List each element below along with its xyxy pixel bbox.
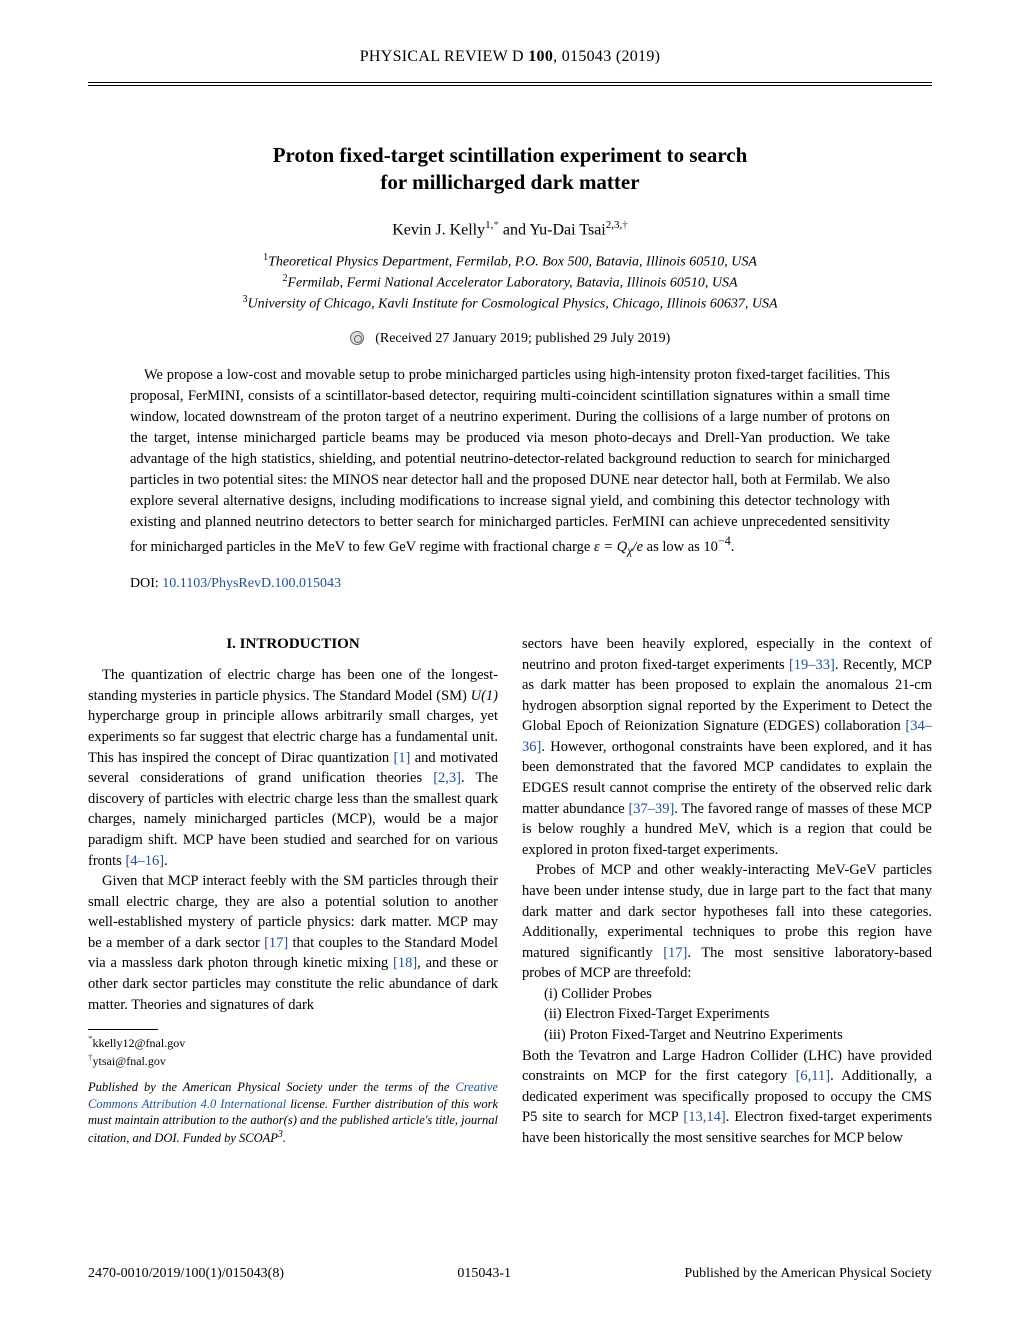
affil-text: Theoretical Physics Department, Fermilab… [268, 255, 757, 270]
doi-label: DOI: [130, 576, 162, 591]
paragraph: sectors have been heavily explored, espe… [522, 634, 932, 860]
author-separator: and [499, 221, 530, 238]
list-item: (ii) Electron Fixed-Target Experiments [522, 1004, 932, 1025]
math-sup: −4 [718, 534, 731, 548]
citation-link[interactable]: [4–16] [125, 853, 164, 869]
body-text: The quantization of electric charge has … [88, 667, 498, 704]
journal-volume: 100 [528, 48, 553, 65]
doi-line: DOI: 10.1103/PhysRevD.100.015043 [130, 576, 890, 592]
affiliations: 1Theoretical Physics Department, Fermila… [88, 251, 932, 315]
abstract: We propose a low-cost and movable setup … [130, 365, 890, 560]
footer-right: Published by the American Physical Socie… [684, 1266, 932, 1282]
abstract-text: We propose a low-cost and movable setup … [130, 367, 890, 555]
math: ε = Q [594, 539, 627, 555]
body-columns: I. INTRODUCTION The quantization of elec… [88, 634, 932, 1148]
abstract-text: . [731, 539, 735, 555]
footnote-email: ytsai@fnal.gov [93, 1054, 166, 1068]
title-line2: for millicharged dark matter [380, 170, 639, 194]
title-line1: Proton fixed-target scintillation experi… [273, 143, 748, 167]
footnote-separator [88, 1029, 158, 1030]
paragraph: The quantization of electric charge has … [88, 665, 498, 871]
page-footer: 2470-0010/2019/100(1)/015043(8) 015043-1… [88, 1266, 932, 1282]
citation-link[interactable]: [17] [264, 935, 288, 951]
paragraph: Probes of MCP and other weakly-interacti… [522, 860, 932, 983]
list-item: (iii) Proton Fixed-Target and Neutrino E… [522, 1025, 932, 1046]
author-affil-ref: 2,3, [606, 219, 623, 231]
citation-link[interactable]: [17] [663, 945, 687, 961]
footnote: †ytsai@fnal.gov [88, 1052, 498, 1070]
citation-link[interactable]: [18] [393, 955, 417, 971]
divider [88, 82, 932, 83]
paragraph: Both the Tevatron and Large Hadron Colli… [522, 1046, 932, 1149]
citation-link[interactable]: [1] [393, 750, 410, 766]
section-heading: I. INTRODUCTION [88, 634, 498, 655]
footnote-ref[interactable]: † [622, 219, 628, 231]
affil-text: University of Chicago, Kavli Institute f… [247, 297, 777, 312]
paper-title: Proton fixed-target scintillation experi… [88, 142, 932, 197]
journal-name: PHYSICAL REVIEW D [360, 48, 524, 65]
citation-link[interactable]: [37–39] [628, 801, 674, 817]
author-name: Kevin J. Kelly [392, 221, 485, 238]
footnote: *kkelly12@fnal.gov [88, 1034, 498, 1052]
journal-article: 015043 (2019) [562, 48, 661, 65]
license-part: . [283, 1131, 286, 1145]
author-name: Yu-Dai Tsai [529, 221, 605, 238]
journal-header: PHYSICAL REVIEW D 100, 015043 (2019) [88, 48, 932, 66]
affil-text: Fermilab, Fermi National Accelerator Lab… [287, 276, 737, 291]
received-text: (Received 27 January 2019; published 29 … [375, 331, 670, 346]
divider [88, 85, 932, 86]
body-text: . [164, 853, 168, 869]
math: /e [633, 539, 643, 555]
right-column: sectors have been heavily explored, espe… [522, 634, 932, 1148]
footnote-email: kkelly12@fnal.gov [93, 1036, 186, 1050]
abstract-text: as low as 10 [643, 539, 718, 555]
paragraph: Given that MCP interact feebly with the … [88, 871, 498, 1015]
left-column: I. INTRODUCTION The quantization of elec… [88, 634, 498, 1148]
list-item: (i) Collider Probes [522, 984, 932, 1005]
footer-left: 2470-0010/2019/100(1)/015043(8) [88, 1266, 284, 1282]
citation-link[interactable]: [13,14] [683, 1109, 725, 1125]
authors: Kevin J. Kelly1,* and Yu-Dai Tsai2,3,† [88, 219, 932, 239]
citation-link[interactable]: [2,3] [433, 770, 461, 786]
doi-link[interactable]: 10.1103/PhysRevD.100.015043 [162, 576, 341, 591]
received-line: (Received 27 January 2019; published 29 … [88, 331, 932, 347]
citation-link[interactable]: [6,11] [796, 1068, 831, 1084]
license-part: Published by the American Physical Socie… [88, 1080, 455, 1094]
check-updates-icon[interactable] [350, 331, 364, 345]
license-text: Published by the American Physical Socie… [88, 1079, 498, 1146]
citation-link[interactable]: [19–33] [789, 657, 835, 673]
math: U(1) [471, 688, 498, 704]
page-number: 015043-1 [457, 1266, 511, 1282]
